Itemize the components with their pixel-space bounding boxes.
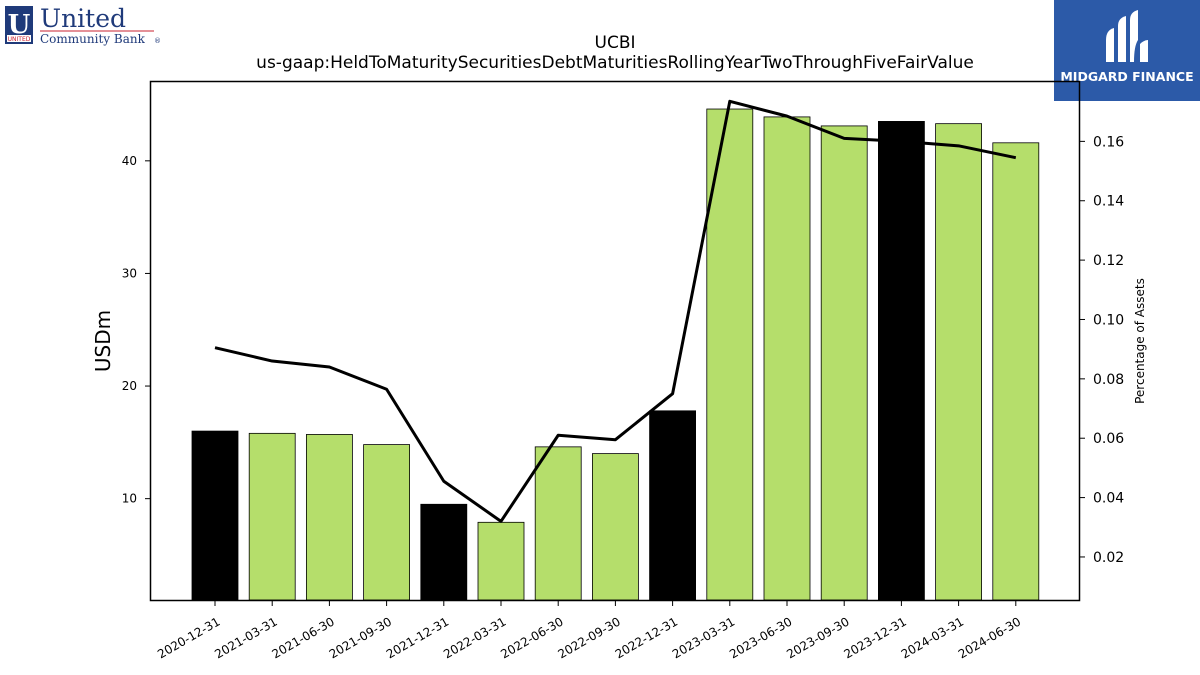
y2-tick-label-0.04: 0.04 <box>1093 491 1124 507</box>
midgard-mark-icon <box>1106 10 1148 62</box>
united-community-bank-logo: U UNITED United Community Bank ® <box>4 4 164 48</box>
y2-axis-label: Percentage of Assets <box>1133 278 1147 404</box>
chart-title: UCBI <box>595 33 636 53</box>
y2-tick-label-0.08: 0.08 <box>1093 372 1124 388</box>
y2-tick-label-0.16: 0.16 <box>1093 134 1124 150</box>
logo-badge-text: UNITED <box>8 36 31 43</box>
x-tick-label-2022-12-31: 2022-12-31 <box>613 614 680 661</box>
x-tick-label-2020-12-31: 2020-12-31 <box>155 614 222 661</box>
bar-2024-03-31 <box>935 123 982 601</box>
y-tick-label-40: 40 <box>122 154 137 168</box>
x-tick-label-2021-06-30: 2021-06-30 <box>269 614 336 661</box>
bar-2022-03-31 <box>477 521 525 601</box>
x-tick-label-2023-06-30: 2023-06-30 <box>727 614 794 661</box>
y2-tick-label-0.14: 0.14 <box>1093 194 1124 210</box>
bar-2021-06-30 <box>305 434 353 601</box>
y-tick-label-30: 30 <box>122 266 137 280</box>
x-tick-label-2022-09-30: 2022-09-30 <box>555 614 622 661</box>
y-tick-label-20: 20 <box>122 379 137 393</box>
y-axis-right: 0.02 0.04 0.06 0.08 0.10 0.12 0.14 0.16 <box>1079 134 1124 566</box>
logo-badge-letter: U <box>8 10 31 40</box>
bar-2022-09-30 <box>592 453 639 601</box>
logo-name-line2: Community Bank <box>40 32 146 46</box>
y-axis-left: 10 20 30 40 <box>122 154 151 506</box>
x-tick-label-2023-09-30: 2023-09-30 <box>784 614 851 661</box>
x-tick-label-2022-06-30: 2022-06-30 <box>498 614 565 661</box>
x-tick-label-2024-06-30: 2024-06-30 <box>956 614 1023 661</box>
x-tick-label-2021-09-30: 2021-09-30 <box>327 614 394 661</box>
y2-tick-label-0.06: 0.06 <box>1093 431 1124 447</box>
bar-2022-12-31 <box>649 410 696 601</box>
bar-2022-06-30 <box>534 446 582 601</box>
y-axis-label: USDm <box>91 310 115 372</box>
bar-2023-06-30 <box>763 116 811 601</box>
x-axis: 2020-12-312021-03-312021-06-302021-09-30… <box>155 600 1023 661</box>
x-tick-label-2021-12-31: 2021-12-31 <box>384 614 451 661</box>
bar-2021-12-31 <box>420 503 468 601</box>
line-layer <box>214 99 1017 523</box>
x-tick-label-2022-03-31: 2022-03-31 <box>441 614 508 661</box>
y2-tick-label-0.12: 0.12 <box>1093 253 1124 269</box>
logo-name-line1: United <box>40 4 126 33</box>
x-tick-label-2021-03-31: 2021-03-31 <box>212 614 279 661</box>
bar-group <box>191 108 1040 601</box>
logo-trademark: ® <box>154 37 161 45</box>
y-tick-label-10: 10 <box>122 492 137 506</box>
x-tick-label-2023-12-31: 2023-12-31 <box>841 614 908 661</box>
bar-2024-06-30 <box>992 142 1040 601</box>
y2-tick-label-0.02: 0.02 <box>1093 550 1124 566</box>
chart-subtitle: us-gaap:HeldToMaturitySecuritiesDebtMatu… <box>256 53 974 73</box>
series-line-percentage-of-assets <box>214 99 1017 523</box>
y2-tick-label-0.10: 0.10 <box>1093 312 1124 328</box>
bar-2023-09-30 <box>820 125 868 601</box>
x-tick-label-2023-03-31: 2023-03-31 <box>670 614 737 661</box>
x-tick-label-2024-03-31: 2024-03-31 <box>899 614 966 661</box>
bar-2023-12-31 <box>878 121 925 601</box>
midgard-brand-text: MIDGARD FINANCE <box>1060 69 1193 84</box>
bar-2021-09-30 <box>363 444 411 601</box>
bar-2021-03-31 <box>248 432 296 601</box>
midgard-finance-logo: MIDGARD FINANCE <box>1054 0 1200 101</box>
bar-2020-12-31 <box>191 430 239 601</box>
